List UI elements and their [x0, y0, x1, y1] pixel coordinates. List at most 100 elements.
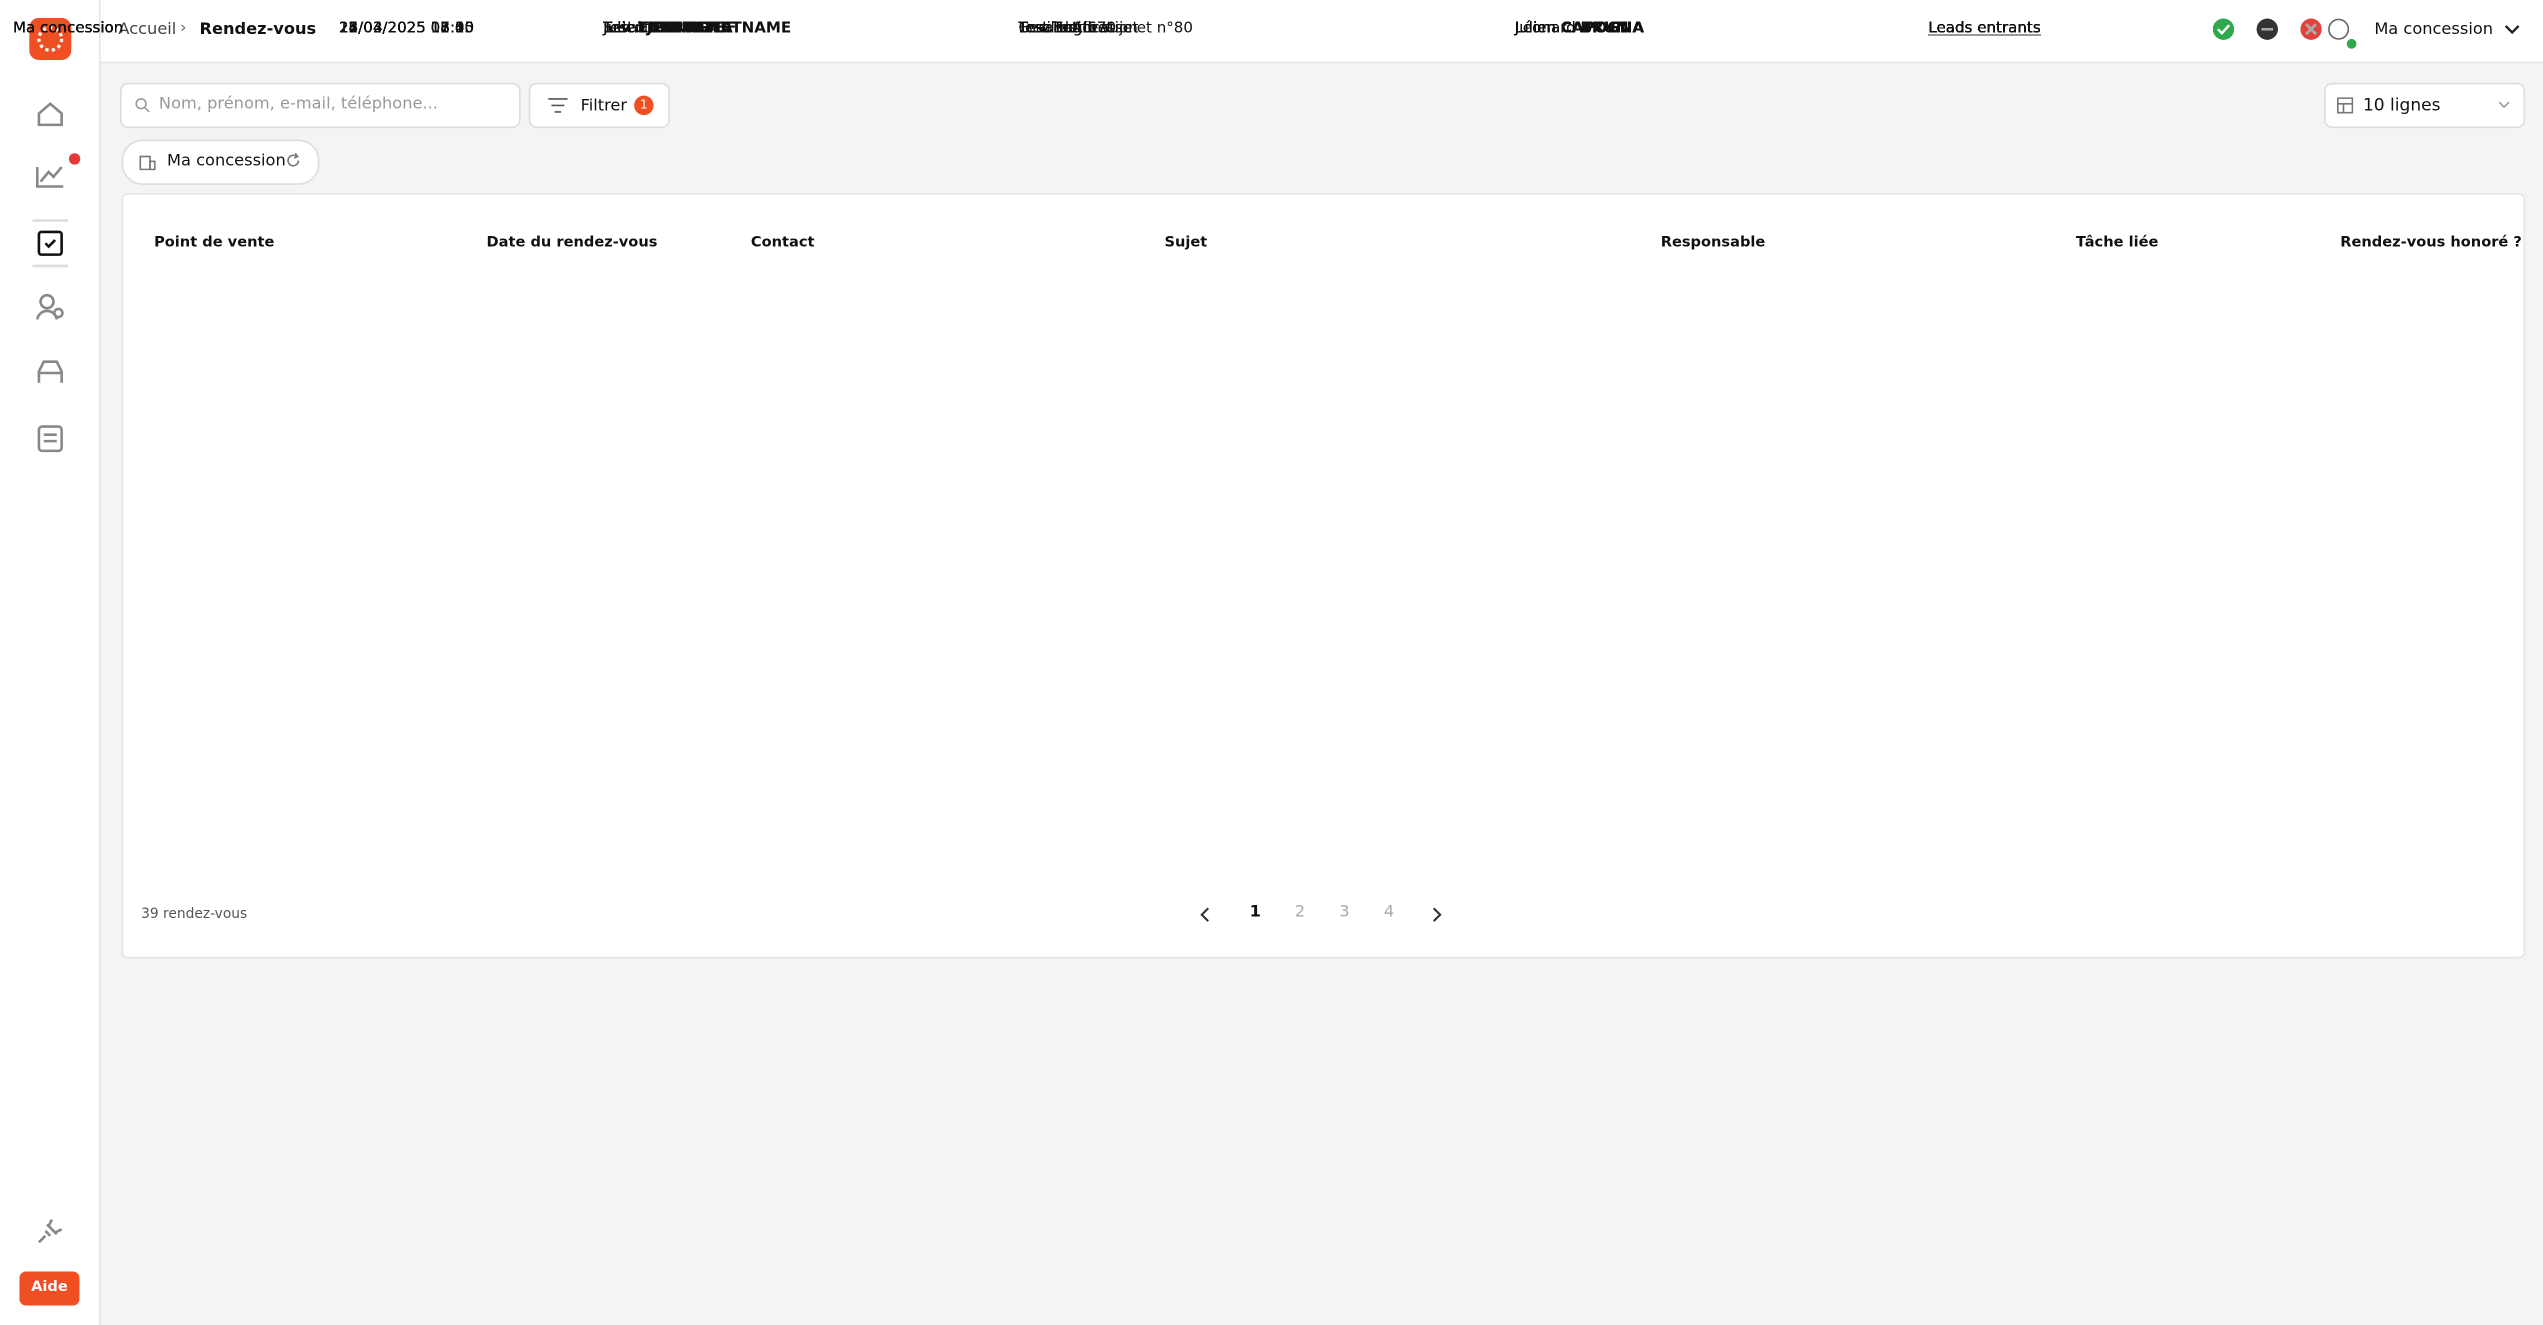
contact-first: Julien — [603, 19, 645, 38]
help-button[interactable]: Aide — [19, 1271, 80, 1306]
cell — [2178, 0, 2352, 59]
column-header: Tâche liée — [2075, 235, 2159, 252]
breadcrumb-current: Rendez-vous — [199, 21, 317, 39]
cell: Julien CAPOGNA — [1500, 0, 1914, 59]
status-icon[interactable] — [2212, 18, 2235, 41]
search-icon — [135, 98, 150, 113]
contact-last: EVENTS — [637, 19, 704, 38]
page-number[interactable]: 2 — [1294, 903, 1306, 922]
responsible-first: Léonard — [1514, 19, 1576, 38]
total-count: 39 rendez-vous — [141, 906, 248, 923]
contact-first: Julien — [603, 19, 645, 38]
topbar — [100, 0, 2543, 64]
responsible-first: Julien — [1514, 19, 1556, 38]
linked-task[interactable]: Leads entrants — [1928, 19, 2041, 38]
subject: Test 1 — [1018, 19, 1063, 38]
page-number[interactable]: 1 — [1249, 903, 1261, 922]
cell: Léonard BRUN — [1500, 0, 1914, 59]
filter-chip[interactable]: Ma concession — [121, 139, 320, 185]
linked-task[interactable]: Leads entrants — [1928, 19, 2041, 38]
point-of-sale: Ma concession — [12, 19, 124, 38]
avatar[interactable] — [2322, 15, 2358, 51]
date: 26/03/2025 07:00 — [338, 19, 475, 38]
contact-last: PRIVATE — [654, 19, 725, 38]
subject: Essai - Adresse et n°80 — [1018, 19, 1194, 38]
breadcrumb-link[interactable]: Accueil — [118, 21, 177, 39]
table-card — [121, 192, 2526, 959]
responsible-last: BRUN — [1580, 19, 1629, 38]
responsible-last: CAPOGNA — [1560, 19, 1645, 38]
cell: Ma concession — [0, 0, 324, 58]
contact-last: EVENTS — [637, 19, 704, 38]
building-icon — [139, 155, 156, 171]
responsible-last: CAPOGNA — [1560, 19, 1645, 38]
cell: 27/02/2025 07:45 — [324, 0, 588, 59]
point-of-sale: Ma concession — [12, 19, 124, 38]
chevron — [2498, 101, 2510, 109]
linked-task[interactable]: Leads entrants — [1928, 19, 2041, 38]
subject: Test Bug 670 — [1018, 19, 1117, 38]
point-of-sale: Ma concession — [12, 19, 124, 38]
point-of-sale: Ma concession — [12, 19, 124, 38]
contact-first: Select — [603, 19, 650, 38]
subject: Lead de test — [1018, 19, 1113, 38]
status-icon[interactable] — [2256, 18, 2279, 41]
filter-button[interactable]: Filtrer 1 — [528, 82, 670, 129]
cell: Ma concession — [0, 0, 324, 58]
linked-task[interactable]: Leads entrants — [1928, 19, 2041, 38]
notification-dot — [68, 153, 81, 165]
contact-first: Julien — [603, 19, 645, 38]
responsible-first: Julien — [1514, 19, 1556, 38]
cell: Test EVENTS — [588, 0, 1004, 59]
prev-page[interactable] — [1199, 907, 1212, 923]
point-of-sale: Ma concession — [12, 19, 124, 38]
responsible-last: CAPOGNA — [1560, 19, 1645, 38]
reset-icon[interactable] — [285, 152, 301, 168]
cell: Julien CAPOGNA — [588, 0, 1004, 59]
cell: Ma concession — [0, 0, 324, 58]
search-input[interactable]: Nom, prénom, e-mail, téléphone... — [120, 82, 521, 129]
contact-last: TEST LASTNAME — [652, 19, 792, 38]
contact-first: Test — [603, 19, 634, 38]
plugin-icon[interactable] — [32, 1213, 68, 1249]
next-page[interactable] — [1430, 907, 1443, 923]
page-number[interactable]: 4 — [1383, 903, 1395, 922]
rows-select-label: 10 lignes — [2362, 95, 2441, 116]
responsible-first: Julien — [1514, 19, 1556, 38]
responsible-last: CAPOGNA — [1560, 19, 1645, 38]
column-header: Contact — [750, 235, 815, 252]
responsible-last: CAPOGNA — [1560, 19, 1645, 38]
subject: Test Bug 670 — [1018, 19, 1117, 38]
linked-task[interactable]: Leads entrants — [1928, 19, 2041, 38]
status-icon[interactable] — [2300, 18, 2323, 41]
linked-task[interactable]: Leads entrants — [1928, 19, 2041, 38]
nav-icons[interactable] — [32, 97, 69, 454]
chip-label: Ma concession — [167, 152, 286, 171]
contact-first: Test — [603, 19, 634, 38]
responsible-last: BRUN — [1580, 19, 1629, 38]
contact-first: Julien — [603, 19, 645, 38]
date: 23/04/2025 11:30 — [338, 19, 475, 38]
cell: Ma concession — [0, 0, 324, 58]
contact-last: CAPOGNA — [649, 19, 733, 38]
responsible-first: Julien — [1514, 19, 1556, 38]
date: 28/04/2025 18:00 — [338, 19, 475, 38]
point-of-sale: Ma concession — [12, 19, 124, 38]
linked-task[interactable]: Leads entrants — [1928, 19, 2041, 38]
filter-icon — [548, 98, 568, 113]
user-name[interactable]: Ma concession — [2374, 21, 2494, 39]
filter-label: Filtrer — [580, 97, 628, 116]
linked-task[interactable]: Leads entrants — [1928, 19, 2041, 38]
linked-task[interactable]: Leads entrants — [1928, 19, 2041, 38]
point-of-sale: Ma concession — [12, 19, 124, 38]
chevron — [2504, 25, 2520, 35]
rows-select[interactable]: 10 lignes — [2324, 82, 2526, 129]
subject: Test — [1018, 19, 1049, 38]
linked-task[interactable]: Leads entrants — [1928, 19, 2041, 38]
cell: Ma concession — [0, 0, 324, 58]
date: 11/04/2025 16:15 — [338, 19, 475, 38]
subject: Test notification — [1018, 19, 1138, 38]
page-number[interactable]: 3 — [1339, 903, 1350, 922]
date: 27/02/2025 07:45 — [338, 19, 475, 38]
responsible-first: Julien — [1514, 19, 1556, 38]
